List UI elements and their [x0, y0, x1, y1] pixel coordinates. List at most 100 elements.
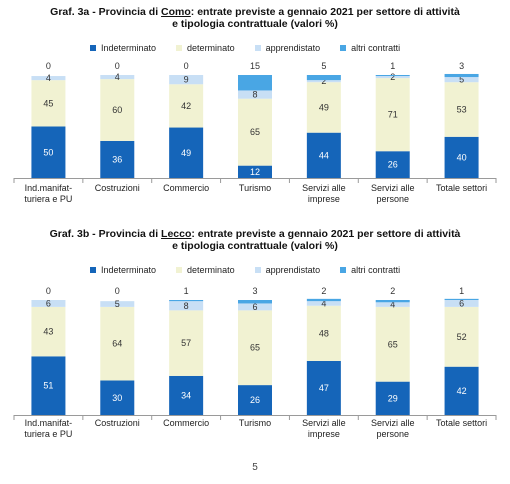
bar-apprendistato — [31, 300, 66, 307]
data-label-apprendistato: 6 — [252, 302, 257, 312]
legend-swatch — [254, 267, 261, 273]
bar-altri-contratti — [444, 73, 479, 78]
chart-panel-lecco: Graf. 3b - Provincia di Lecco: entrate p… — [0, 228, 510, 460]
bar-determinato — [100, 79, 135, 141]
bar-apprendistato — [169, 301, 204, 311]
bar-apprendistato — [444, 300, 479, 307]
data-label-indeterminato: 42 — [457, 386, 467, 396]
data-label-altri-contratti: 15 — [250, 61, 260, 71]
chart-title-place: Lecco — [161, 228, 192, 240]
chart-title-line2: e tipologia contrattuale (valori %) — [172, 240, 338, 252]
data-label-indeterminato: 30 — [112, 393, 122, 403]
legend-label: altri contratti — [351, 43, 401, 53]
data-label-altri-contratti: 3 — [252, 286, 257, 296]
bar-apprendistato — [238, 303, 272, 311]
legend-swatch — [340, 267, 347, 273]
bar-indeterminato — [238, 385, 272, 415]
data-label-determinato: 42 — [181, 101, 191, 111]
legend-label: Indeterminato — [101, 265, 157, 275]
bar-indeterminato — [31, 356, 66, 415]
data-label-apprendistato: 5 — [459, 75, 464, 85]
category-label: Servizi alle imprese — [302, 183, 346, 204]
data-label-apprendistato: 4 — [46, 73, 51, 83]
bar-altri-contratti — [306, 298, 341, 302]
bar-apprendistato — [100, 301, 135, 307]
data-label-altri-contratti: 5 — [321, 61, 326, 71]
data-label-indeterminato: 44 — [319, 150, 329, 160]
legend-label: determinato — [187, 265, 235, 275]
data-label-apprendistato: 5 — [115, 299, 120, 309]
bar-indeterminato — [100, 380, 135, 415]
bar-indeterminato — [444, 136, 479, 178]
category-label: Turismo — [239, 183, 271, 193]
chart-title-place: Como — [161, 6, 191, 18]
legend-item-determinato: determinato — [176, 265, 235, 275]
legend-item-determinato: determinato — [176, 43, 235, 53]
legend-item-indeterminato: Indeterminato — [90, 265, 156, 275]
legend-item-apprendistato: apprendistato — [254, 43, 321, 53]
chart-title-prefix: Graf. 3b - Provincia di — [49, 228, 162, 240]
bar-indeterminato — [306, 132, 341, 178]
data-label-altri-contratti: 1 — [184, 286, 189, 296]
data-label-apprendistato: 8 — [184, 301, 189, 311]
data-label-indeterminato: 40 — [457, 152, 467, 162]
data-label-indeterminato: 50 — [43, 147, 53, 157]
chart-title-suffix: : entrate previste a gennaio 2021 per se… — [190, 6, 460, 18]
data-label-determinato: 71 — [388, 110, 398, 120]
data-label-indeterminato: 26 — [388, 160, 398, 170]
data-label-altri-contratti: 0 — [115, 286, 120, 296]
legend-item-altri-contratti: altri contratti — [340, 43, 400, 53]
bar-indeterminato — [444, 366, 479, 415]
legend-item-indeterminato: Indeterminato — [90, 43, 156, 53]
bar-indeterminato — [375, 151, 410, 178]
data-label-determinato: 65 — [250, 343, 260, 353]
bar-apprendistato — [306, 80, 341, 83]
category-label: Servizi alle persone — [371, 183, 415, 204]
bar-apprendistato — [306, 301, 341, 306]
legend-label: apprendistato — [265, 43, 321, 53]
data-label-indeterminato: 36 — [112, 154, 122, 164]
bar-determinato — [100, 306, 135, 381]
data-label-determinato: 64 — [112, 339, 122, 349]
chart-title-line2: e tipologia contrattuale (valori %) — [172, 18, 338, 30]
bar-apprendistato — [375, 76, 410, 79]
bar-indeterminato — [375, 381, 410, 415]
bar-altri-contratti — [169, 300, 204, 302]
category-label: Totale settori — [436, 418, 487, 428]
category-label: Commercio — [163, 418, 209, 428]
bar-determinato — [238, 98, 272, 166]
bar-determinato — [375, 306, 410, 382]
data-label-apprendistato: 2 — [321, 76, 326, 86]
bar-determinato — [31, 80, 66, 127]
data-label-altri-contratti: 2 — [390, 286, 395, 296]
data-label-determinato: 53 — [457, 105, 467, 115]
legend-label: Indeterminato — [101, 43, 157, 53]
chart-title-line1: Graf. 3a - Provincia di Como: entrate pr… — [0, 6, 510, 18]
bar-determinato — [169, 84, 204, 128]
data-label-indeterminato: 12 — [250, 167, 260, 177]
data-label-apprendistato: 8 — [252, 90, 257, 100]
category-label: Servizi alle persone — [371, 418, 415, 439]
category-label: Turismo — [239, 418, 271, 428]
data-label-indeterminato: 47 — [319, 383, 329, 393]
legend-label: determinato — [187, 43, 235, 53]
bar-altri-contratti — [375, 300, 410, 303]
bar-determinato — [238, 310, 272, 386]
bar-indeterminato — [238, 165, 272, 178]
bar-altri-contratti — [306, 75, 341, 81]
data-label-indeterminato: 29 — [388, 393, 398, 403]
data-label-apprendistato: 4 — [115, 72, 120, 82]
data-label-altri-contratti: 1 — [459, 286, 464, 296]
data-label-determinato: 48 — [319, 328, 329, 338]
legend-label: apprendistato — [265, 265, 321, 275]
legend-swatch — [176, 267, 183, 273]
bar-indeterminato — [31, 126, 66, 178]
data-label-determinato: 57 — [181, 338, 191, 348]
data-label-altri-contratti: 0 — [184, 61, 189, 71]
category-label: Commercio — [163, 183, 209, 193]
bar-altri-contratti — [238, 300, 272, 304]
bar-indeterminato — [100, 140, 135, 178]
data-label-apprendistato: 4 — [321, 298, 326, 308]
data-label-altri-contratti: 2 — [321, 286, 326, 296]
